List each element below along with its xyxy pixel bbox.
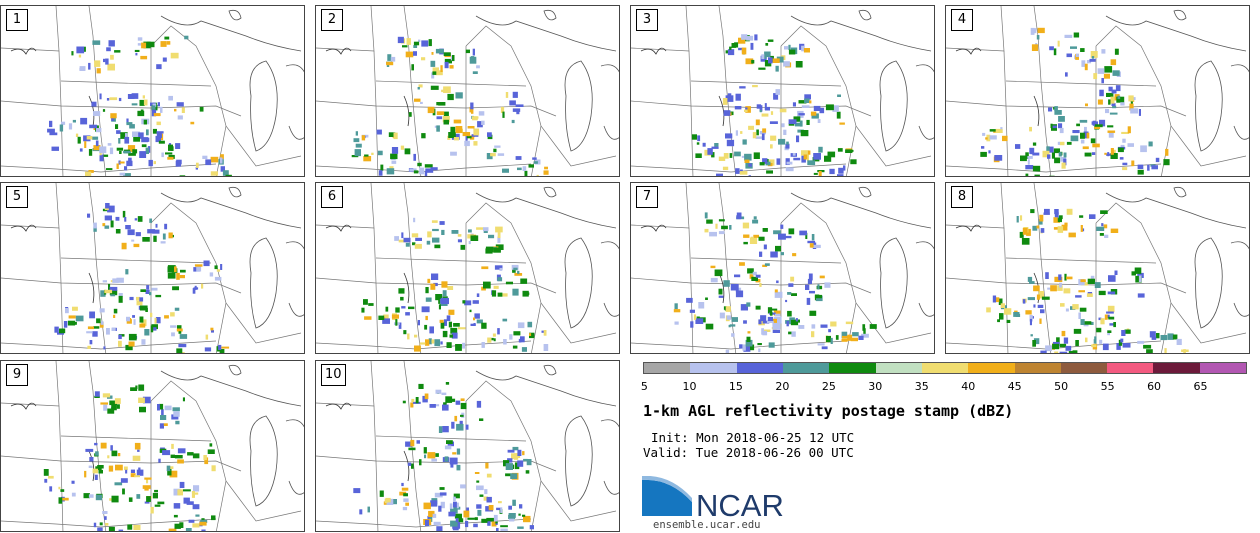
member-panel: 2 xyxy=(315,5,620,177)
colorbar-tick-labels: 5 10 15 20 25 30 35 40 45 50 55 60 65 xyxy=(640,380,1247,394)
ncar-logo: NCAR xyxy=(642,476,784,520)
colorbar-tick-label: 50 xyxy=(1054,380,1069,393)
colorbar-tick-label: 65 xyxy=(1193,380,1208,393)
reflectivity-map xyxy=(946,183,1249,353)
member-number-label: 1 xyxy=(6,9,28,31)
colorbar-segment xyxy=(1060,363,1108,373)
ncar-logo-text: NCAR xyxy=(696,488,784,520)
reflectivity-map xyxy=(316,183,619,353)
member-panel: 7 xyxy=(630,182,935,354)
colorbar-segment xyxy=(829,363,876,373)
colorbar-tick-label: 20 xyxy=(775,380,790,393)
colorbar-segment xyxy=(1107,363,1154,373)
colorbar-tick-label: 40 xyxy=(961,380,976,393)
reflectivity-map xyxy=(631,183,934,353)
colorbar-tick-label: 55 xyxy=(1100,380,1115,393)
colorbar-segment xyxy=(736,363,783,373)
member-number-label: 3 xyxy=(636,9,658,31)
reflectivity-colorbar xyxy=(643,362,1247,374)
plot-title: 1-km AGL reflectivity postage stamp (dBZ… xyxy=(643,402,1014,420)
member-number-label: 10 xyxy=(321,364,346,386)
colorbar-tick-label: 25 xyxy=(821,380,836,393)
colorbar-segment xyxy=(968,363,1015,373)
member-panel: 3 xyxy=(630,5,935,177)
member-panel: 10 xyxy=(315,360,620,532)
reflectivity-map xyxy=(316,361,619,531)
colorbar-tick-label: 5 xyxy=(640,380,648,393)
valid-time: Valid: Tue 2018-06-26 00 UTC xyxy=(643,445,854,460)
colorbar-segment xyxy=(1014,363,1061,373)
member-number-label: 9 xyxy=(6,364,28,386)
reflectivity-map xyxy=(631,6,934,176)
member-number-label: 8 xyxy=(951,186,973,208)
ncar-logo-swoosh-icon xyxy=(642,479,692,516)
init-time: Init: Mon 2018-06-25 12 UTC xyxy=(651,430,855,445)
colorbar-segment xyxy=(875,363,922,373)
colorbar-tick-label: 60 xyxy=(1147,380,1162,393)
colorbar-tick-label: 10 xyxy=(682,380,697,393)
colorbar-segment xyxy=(782,363,830,373)
colorbar-segment xyxy=(1153,363,1200,373)
member-panel: 1 xyxy=(0,5,305,177)
colorbar-tick-label: 15 xyxy=(728,380,743,393)
member-panel: 8 xyxy=(945,182,1250,354)
colorbar-tick-label: 35 xyxy=(914,380,929,393)
member-number-label: 6 xyxy=(321,186,343,208)
colorbar-segment xyxy=(921,363,969,373)
reflectivity-map xyxy=(1,183,304,353)
colorbar-segment xyxy=(690,363,737,373)
reflectivity-map xyxy=(946,6,1249,176)
member-number-label: 7 xyxy=(636,186,658,208)
colorbar-tick-label: 45 xyxy=(1007,380,1022,393)
colorbar-tick-label: 30 xyxy=(868,380,883,393)
member-panel: 9 xyxy=(0,360,305,532)
member-panel: 6 xyxy=(315,182,620,354)
member-number-label: 5 xyxy=(6,186,28,208)
reflectivity-map xyxy=(316,6,619,176)
colorbar-segment xyxy=(1199,363,1247,373)
reflectivity-map xyxy=(1,361,304,531)
member-number-label: 4 xyxy=(951,9,973,31)
reflectivity-map xyxy=(1,6,304,176)
member-panel: 4 xyxy=(945,5,1250,177)
colorbar-segment xyxy=(644,363,691,373)
member-panel: 5 xyxy=(0,182,305,354)
website-url: ensemble.ucar.edu xyxy=(653,519,761,531)
member-number-label: 2 xyxy=(321,9,343,31)
